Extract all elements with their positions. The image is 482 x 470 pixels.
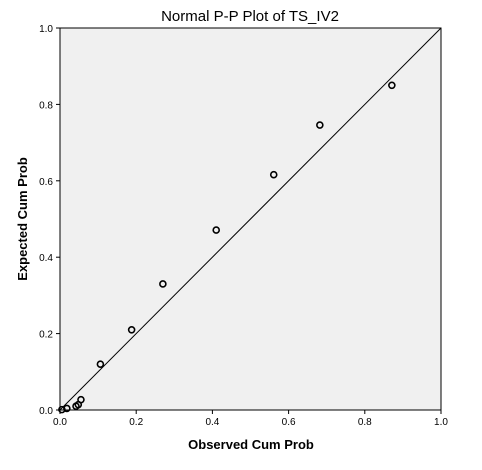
y-tick-label: 0.8 <box>39 100 53 111</box>
y-tick-label: 0.4 <box>39 253 53 264</box>
y-tick-label: 0.6 <box>39 177 53 188</box>
y-axis-ticks: 0.0 0.2 0.4 0.6 0.8 1.0 <box>39 24 60 417</box>
data-point <box>388 81 396 90</box>
y-axis-title: Expected Cum Prob <box>15 157 30 281</box>
reference-line <box>59 27 442 411</box>
data-point <box>159 280 167 288</box>
data-point <box>77 395 85 404</box>
data-point <box>269 170 278 179</box>
x-tick-label: 0.4 <box>205 417 219 428</box>
data-points <box>58 81 396 414</box>
x-axis-title: Observed Cum Prob <box>188 437 314 452</box>
data-point <box>58 405 66 414</box>
y-tick-label: 1.0 <box>39 24 53 35</box>
x-tick-label: 0.8 <box>358 417 372 428</box>
x-tick-label: 0.0 <box>53 417 67 428</box>
x-tick-label: 1.0 <box>434 417 448 428</box>
data-point <box>316 121 324 129</box>
x-tick-label: 0.6 <box>282 417 296 428</box>
chart-title: Normal P-P Plot of TS_IV2 <box>161 8 339 25</box>
x-tick-label: 0.2 <box>129 417 143 428</box>
data-point <box>96 360 105 368</box>
data-point <box>127 325 136 334</box>
data-point <box>212 226 221 234</box>
x-axis-ticks: 0.0 0.2 0.4 0.6 0.8 1.0 <box>53 410 448 428</box>
y-tick-label: 0.0 <box>39 406 53 417</box>
y-tick-label: 0.2 <box>39 330 53 341</box>
data-point <box>63 404 71 413</box>
